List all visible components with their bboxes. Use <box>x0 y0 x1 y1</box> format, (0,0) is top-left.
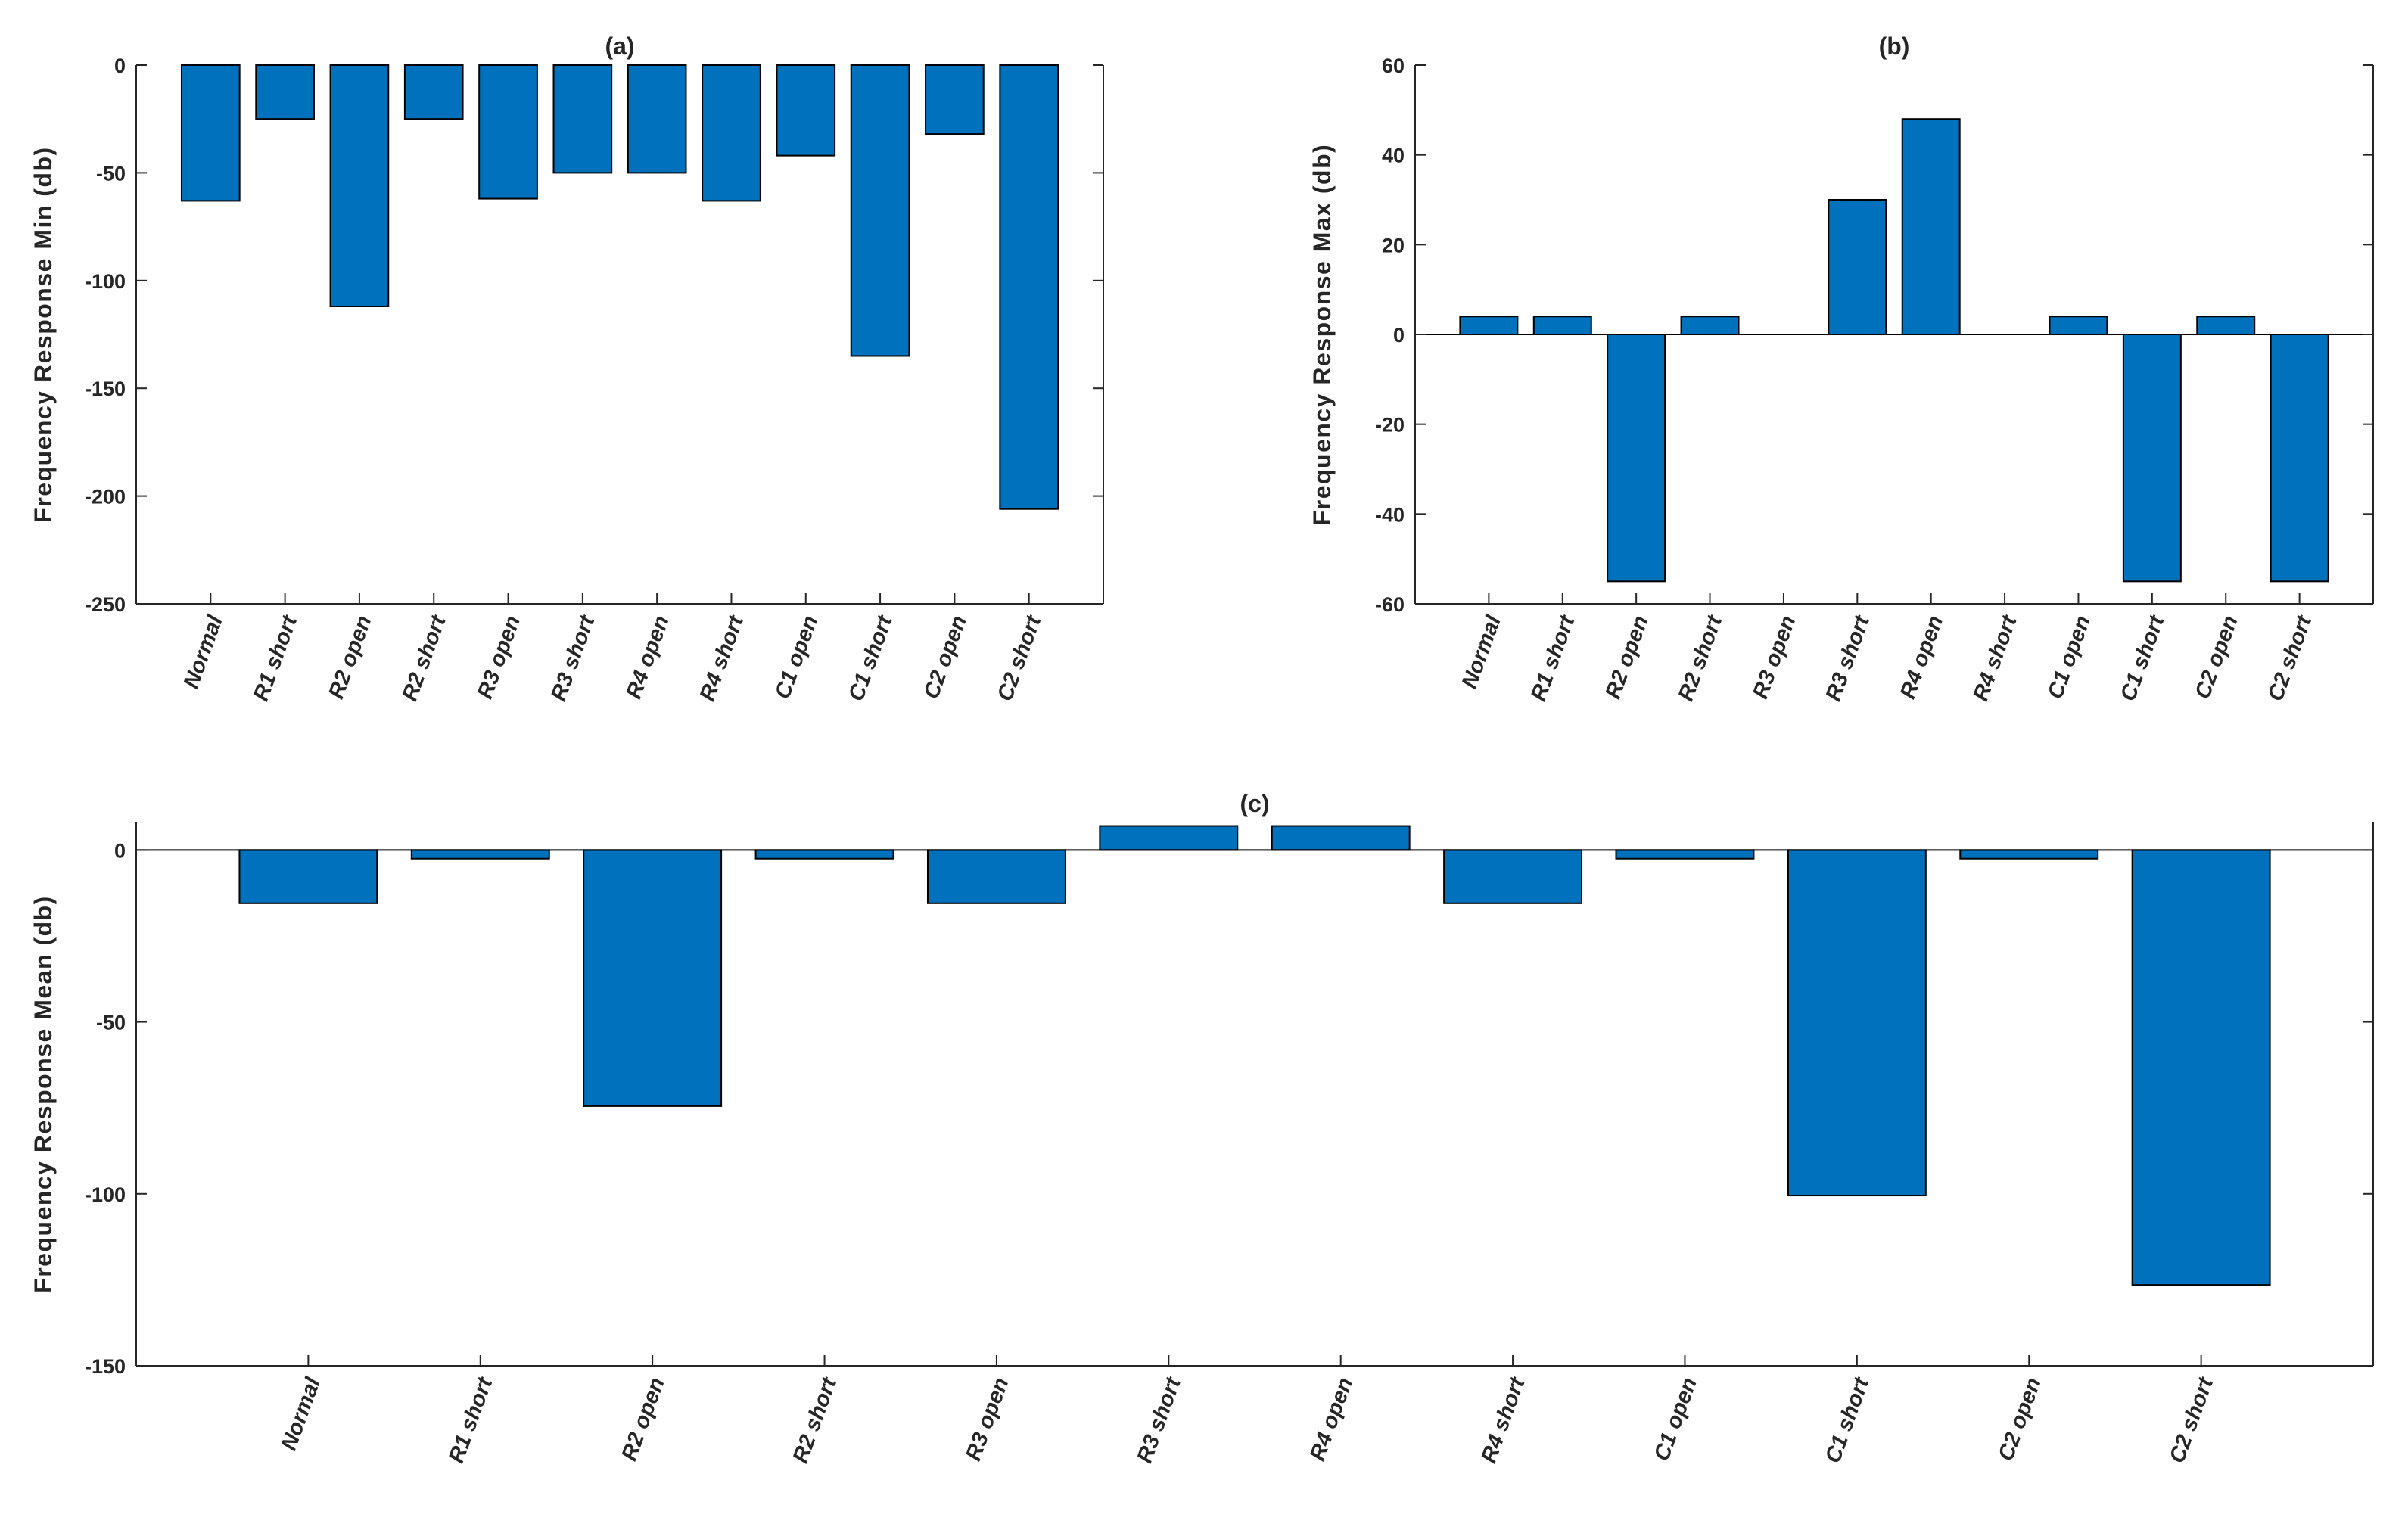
bar-a-4 <box>478 64 538 200</box>
bar-a-8 <box>776 64 836 157</box>
x-tick-label-b-4: R3 open <box>1748 612 1800 701</box>
x-tick-label-b-9: C1 short <box>2116 611 2170 704</box>
bar-c-0 <box>238 849 378 904</box>
bar-b-6 <box>1901 118 1961 335</box>
y-tick-label-c-1: -50 <box>96 1012 126 1034</box>
chart-title-b: (b) <box>1879 33 1910 60</box>
x-tick-label-c-7: R4 short <box>1476 1373 1530 1466</box>
bar-b-0 <box>1459 316 1519 335</box>
bar-c-3 <box>754 849 894 860</box>
y-tick-label-b-5: -40 <box>1375 503 1405 526</box>
bar-a-0 <box>180 64 241 202</box>
bar-c-9 <box>1787 849 1927 1197</box>
y-tick-label-c-0: 0 <box>114 839 126 862</box>
x-tick-label-b-11: C2 short <box>2263 611 2317 704</box>
bar-c-7 <box>1443 849 1583 904</box>
y-tick-label-b-3: 0 <box>1393 324 1405 347</box>
bar-c-4 <box>926 849 1066 904</box>
x-tick-label-a-2: R2 open <box>324 612 376 701</box>
y-tick-label-c-3: -150 <box>85 1355 126 1378</box>
bar-c-6 <box>1271 825 1411 851</box>
chart-title-a: (a) <box>605 33 634 60</box>
bar-b-3 <box>1680 316 1740 335</box>
y-tick-label-a-5: -250 <box>85 593 126 616</box>
x-tick-label-c-0: Normal <box>277 1374 326 1454</box>
y-tick-label-a-1: -50 <box>96 162 126 185</box>
x-tick-label-a-7: R4 short <box>695 611 749 704</box>
bar-b-5 <box>1828 199 1887 335</box>
x-tick-label-b-2: R2 open <box>1601 612 1654 701</box>
x-tick-label-a-11: C2 short <box>993 611 1047 704</box>
x-tick-label-b-0: Normal <box>1458 612 1507 692</box>
x-tick-label-a-5: R3 short <box>546 611 600 704</box>
bar-a-1 <box>255 64 315 120</box>
y-tick-label-b-2: 20 <box>1382 234 1405 257</box>
x-tick-label-b-7: R4 short <box>1968 611 2022 704</box>
x-tick-label-c-3: R2 short <box>789 1373 842 1466</box>
x-tick-label-b-5: R3 short <box>1822 611 1875 704</box>
y-tick-label-b-4: -20 <box>1375 414 1405 437</box>
bar-a-7 <box>702 64 761 202</box>
chart-b: 60 40 20 0 -20 -40 -60 Normal R1 short R2 open R2 … <box>1308 33 2374 704</box>
y-axis-title-a: Frequency Response Min (db) <box>30 146 57 522</box>
bar-a-5 <box>552 64 613 174</box>
x-tick-label-b-6: R4 open <box>1896 612 1948 701</box>
y-tick-label-c-2: -100 <box>85 1183 126 1206</box>
bar-b-2 <box>1607 334 1666 583</box>
x-tick-label-b-1: R1 short <box>1526 611 1580 704</box>
chart-c: 0 -50 -100 -150 Normal R1 short R2 open R2 shor… <box>30 790 2374 1466</box>
x-tick-label-c-8: C1 open <box>1650 1374 1702 1463</box>
x-tick-label-a-8: C1 open <box>770 612 823 701</box>
chart-a: 0 -50 -100 -150 -200 -250 Normal R1 short R2 ope… <box>30 33 1104 704</box>
bar-c-2 <box>583 849 723 1107</box>
x-tick-label-b-10: C2 open <box>2191 612 2243 701</box>
x-tick-label-c-11: C2 short <box>2165 1373 2219 1466</box>
bar-c-8 <box>1615 849 1755 860</box>
x-tick-label-c-1: R1 short <box>444 1373 498 1466</box>
y-axis-title-b: Frequency Response Max (db) <box>1308 144 1336 526</box>
x-tick-label-a-9: C1 short <box>844 611 898 704</box>
y-tick-label-a-2: -100 <box>85 270 126 293</box>
bar-c-10 <box>1959 849 2099 860</box>
x-tick-label-c-4: R3 open <box>961 1374 1013 1463</box>
x-tick-label-a-0: Normal <box>179 612 229 692</box>
x-tick-label-a-6: R4 open <box>622 612 674 701</box>
bar-c-11 <box>2131 849 2271 1286</box>
y-tick-label-a-0: 0 <box>114 54 126 77</box>
bar-a-9 <box>850 64 910 357</box>
bar-b-8 <box>2049 316 2108 335</box>
bar-a-6 <box>627 64 687 174</box>
y-tick-label-b-1: 40 <box>1382 145 1405 167</box>
chart-title-c: (c) <box>1240 790 1269 817</box>
x-tick-label-c-10: C2 open <box>1994 1374 2046 1463</box>
bar-a-3 <box>403 64 464 120</box>
y-tick-label-a-4: -200 <box>85 486 126 508</box>
y-tick-label-b-0: 60 <box>1382 54 1405 77</box>
x-tick-label-a-1: R1 short <box>249 611 303 704</box>
y-axis-title-c: Frequency Response Mean (db) <box>30 895 57 1293</box>
x-tick-label-c-6: R4 open <box>1305 1374 1358 1463</box>
bar-a-10 <box>925 64 985 135</box>
bar-c-1 <box>410 849 550 860</box>
x-tick-label-b-8: C1 open <box>2043 612 2095 701</box>
bar-a-11 <box>999 64 1059 510</box>
bar-b-9 <box>2122 334 2182 583</box>
x-tick-label-c-2: R2 open <box>618 1374 670 1463</box>
bar-b-1 <box>1532 316 1592 335</box>
bar-b-11 <box>2270 334 2329 583</box>
y-tick-label-a-3: -150 <box>85 378 126 400</box>
x-tick-label-a-3: R2 short <box>398 611 452 704</box>
x-tick-label-c-9: C1 short <box>1821 1373 1874 1466</box>
x-tick-label-b-3: R2 short <box>1674 611 1728 704</box>
x-tick-label-a-10: C2 open <box>919 612 972 701</box>
x-tick-label-a-4: R3 open <box>473 612 525 701</box>
bar-a-2 <box>329 64 390 307</box>
x-tick-label-c-5: R3 short <box>1133 1373 1187 1466</box>
bar-b-10 <box>2196 316 2256 335</box>
bar-c-5 <box>1099 825 1239 851</box>
y-tick-label-b-6: -60 <box>1375 593 1405 616</box>
